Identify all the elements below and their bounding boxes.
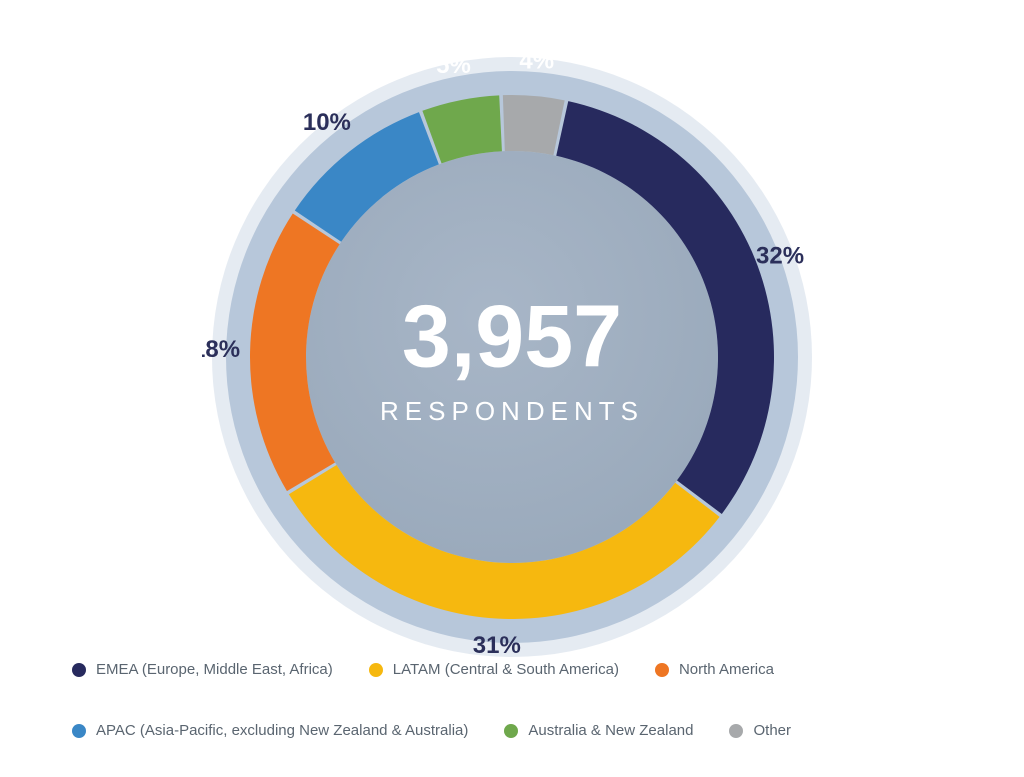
legend-swatch-apac: [72, 724, 86, 738]
legend-label-other: Other: [753, 714, 791, 747]
legend: EMEA (Europe, Middle East, Africa) LATAM …: [72, 653, 952, 747]
legend-label-latam: LATAM (Central & South America): [393, 653, 619, 686]
legend-swatch-other: [729, 724, 743, 738]
legend-label-emea: EMEA (Europe, Middle East, Africa): [96, 653, 333, 686]
legend-label-anz: Australia & New Zealand: [528, 714, 693, 747]
legend-row: EMEA (Europe, Middle East, Africa) LATAM …: [72, 653, 952, 747]
slice-label-anz: 5%: [436, 53, 471, 80]
slice-label-other: 4%: [519, 48, 554, 75]
donut-chart: 3,957RESPONDENTS32%31%18%10%5%4%: [202, 47, 822, 667]
legend-item-other: Other: [729, 714, 791, 747]
slice-label-emea: 32%: [756, 243, 804, 270]
legend-swatch-emea: [72, 663, 86, 677]
center-value: 3,957: [402, 287, 622, 386]
center-subtitle: RESPONDENTS: [380, 396, 644, 426]
legend-swatch-latam: [369, 663, 383, 677]
legend-swatch-anz: [504, 724, 518, 738]
slice-label-apac: 10%: [303, 109, 351, 136]
chart-stage: 3,957RESPONDENTS32%31%18%10%5%4% EMEA (E…: [0, 0, 1024, 777]
legend-item-emea: EMEA (Europe, Middle East, Africa): [72, 653, 333, 686]
legend-label-apac: APAC (Asia-Pacific, excluding New Zealan…: [96, 714, 468, 747]
legend-item-latam: LATAM (Central & South America): [369, 653, 619, 686]
slice-label-na: 18%: [202, 337, 240, 364]
legend-item-apac: APAC (Asia-Pacific, excluding New Zealan…: [72, 714, 468, 747]
legend-item-anz: Australia & New Zealand: [504, 714, 693, 747]
legend-label-na: North America: [679, 653, 774, 686]
legend-item-na: North America: [655, 653, 774, 686]
legend-swatch-na: [655, 663, 669, 677]
donut-svg: 3,957RESPONDENTS32%31%18%10%5%4%: [202, 47, 822, 667]
